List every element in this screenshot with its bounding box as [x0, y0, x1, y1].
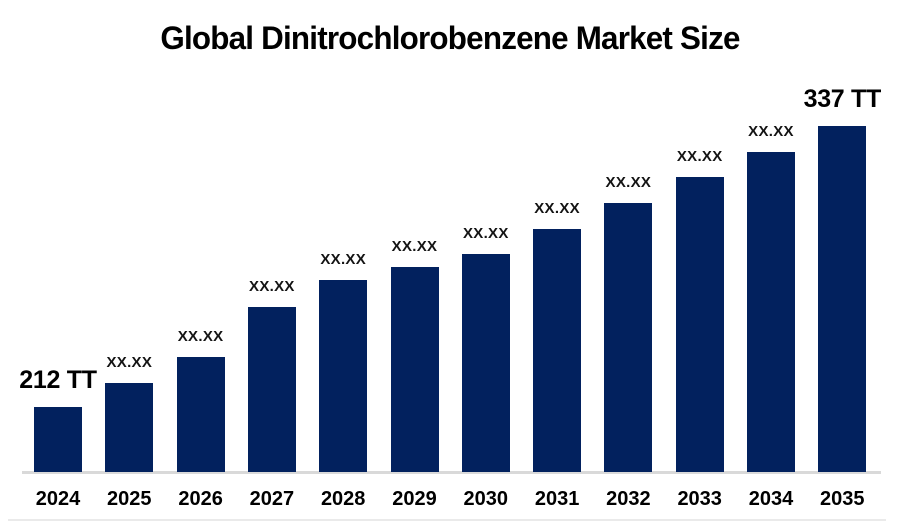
x-tick-label-2032: 2032	[606, 488, 651, 510]
x-tick-label-2025: 2025	[107, 488, 152, 510]
bar-value-label-2031: XX.XX	[534, 200, 580, 217]
bar-2026	[176, 357, 225, 472]
bar-2024	[34, 407, 82, 472]
x-axis-line	[22, 471, 881, 474]
x-tick-label-2034: 2034	[748, 488, 794, 510]
x-tick-label-2029: 2029	[392, 488, 437, 510]
bar-value-label-2027: XX.XX	[249, 278, 295, 295]
bar-value-label-2029: XX.XX	[391, 238, 438, 255]
x-tick-label-2035: 2035	[820, 488, 865, 510]
bar-value-label-2028: XX.XX	[320, 251, 367, 268]
bar-value-label-2026: XX.XX	[177, 328, 224, 345]
bar-2030	[461, 254, 510, 472]
bar-2028	[319, 280, 368, 472]
bar-2025	[105, 383, 154, 472]
bar-2031	[533, 229, 582, 472]
x-tick-label-2026: 2026	[178, 488, 223, 510]
x-tick-label-2024: 2024	[35, 488, 81, 510]
bar-value-label-2034: XX.XX	[748, 123, 794, 140]
bar-2034	[747, 152, 795, 472]
x-tick-label-2031: 2031	[534, 488, 580, 510]
bottom-border-line	[8, 519, 886, 521]
bar-2029	[390, 267, 439, 472]
x-tick-label-2027: 2027	[249, 488, 295, 510]
x-tick-label-2030: 2030	[463, 488, 509, 510]
bar-2027	[247, 307, 296, 472]
bar-2035	[818, 126, 867, 472]
x-tick-label-2028: 2028	[320, 488, 366, 510]
bar-value-label-2032: XX.XX	[605, 174, 652, 191]
bar-value-label-2035: 337 TT	[803, 85, 882, 113]
bar-value-label-2033: XX.XX	[676, 148, 723, 165]
bar-2032	[604, 203, 653, 472]
bar-value-label-2025: XX.XX	[106, 354, 153, 371]
bar-value-label-2030: XX.XX	[462, 225, 509, 242]
chart-title: Global Dinitrochlorobenzene Market Size	[160, 20, 740, 56]
bar-value-label-2024: 212 TT	[19, 366, 97, 394]
x-tick-label-2033: 2033	[677, 488, 722, 510]
bar-2033	[675, 177, 724, 472]
